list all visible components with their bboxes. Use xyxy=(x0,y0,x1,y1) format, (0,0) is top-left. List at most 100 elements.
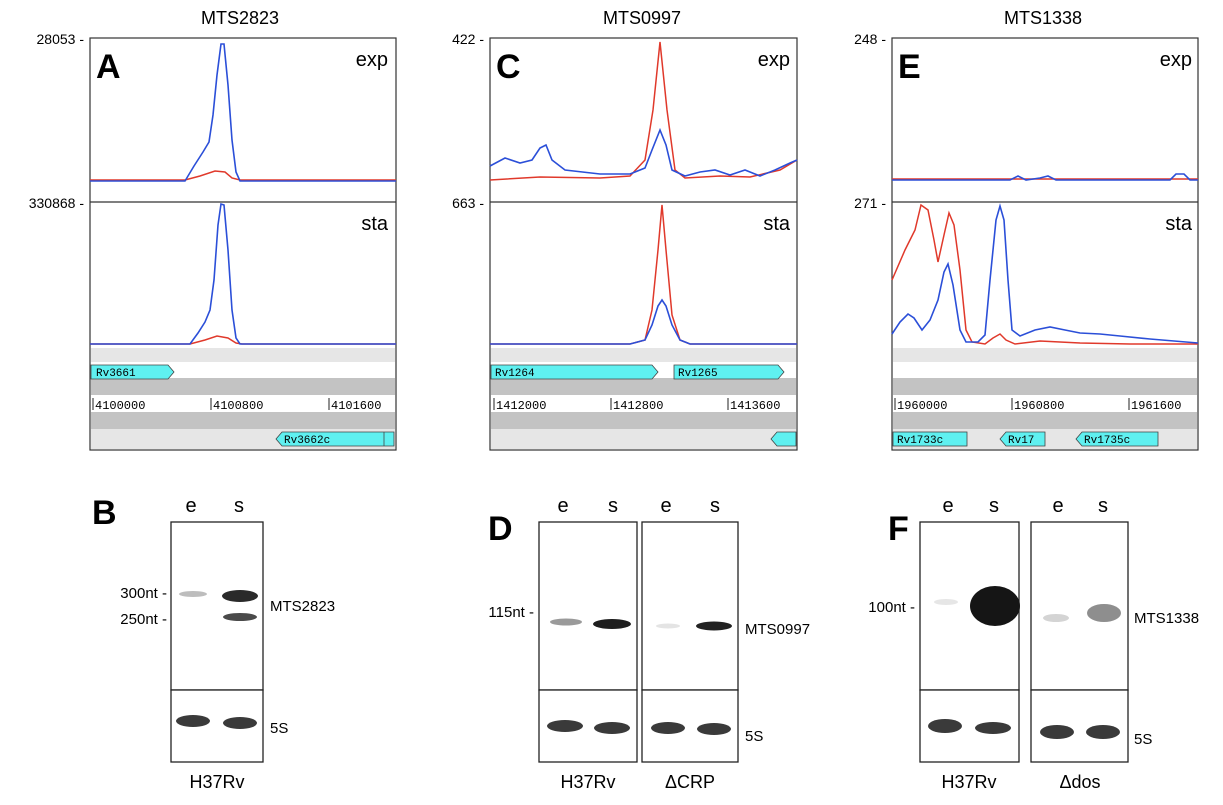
panel-a-ruler-tick-3: 4101600 xyxy=(331,399,381,413)
svg-text:Rv1733c: Rv1733c xyxy=(897,435,943,447)
blot-b-strain: H37Rv xyxy=(189,772,244,792)
panel-a: MTS2823 28053 - 330868 - A exp sta Rv366… xyxy=(29,8,397,451)
blot-d-5s-label: 5S xyxy=(745,728,763,745)
svg-text:Rv3662c: Rv3662c xyxy=(284,435,330,447)
panel-c-exp-max: 422 - xyxy=(452,31,484,47)
blot-f-letter: F xyxy=(888,510,909,548)
panel-a-letter: A xyxy=(96,48,121,86)
panel-a-exp-label: exp xyxy=(356,49,388,71)
blot-f-band-h37rv-e-5s xyxy=(928,719,962,733)
blot-f-band-h37rv-e xyxy=(934,599,958,605)
blot-b-marker-250: 250nt - xyxy=(120,611,167,628)
panel-e-ruler-tick-3: 1961600 xyxy=(1131,399,1181,413)
panel-a-sta-blue-line xyxy=(90,202,396,345)
blot-b: B e s 300nt - 250nt - MTS2823 5S H37Rv xyxy=(92,494,335,792)
panel-c-title: MTS0997 xyxy=(603,8,681,28)
blot-d-band-crp-e xyxy=(656,623,680,629)
blot-d-strain-1: H37Rv xyxy=(560,772,615,792)
panel-a-track-light-1 xyxy=(91,348,395,362)
panel-e-exp-max: 248 - xyxy=(854,31,886,47)
blot-f-marker-100: 100nt - xyxy=(868,599,915,616)
blot-f-strain-2: Δdos xyxy=(1059,772,1100,792)
blot-b-band-s-300 xyxy=(222,590,258,602)
panel-c-exp-label: exp xyxy=(758,49,790,71)
blot-d-h37rv-main-frame xyxy=(538,521,638,691)
blot-d-marker-115: 115nt - xyxy=(488,604,534,621)
panel-a-track-ruler xyxy=(91,395,395,412)
panel-c-exp-blue-line xyxy=(489,127,798,177)
panel-c-sta-blue-line xyxy=(490,298,797,345)
blot-d-crp-main-frame xyxy=(641,521,739,691)
blot-f-lane-3: e xyxy=(1052,495,1063,517)
blot-d-lane-2: s xyxy=(608,495,618,517)
panel-c-ruler-tick-1: 1412000 xyxy=(496,399,546,413)
panel-e: MTS1338 248 - 271 - E exp sta Rv1733c Rv… xyxy=(854,8,1199,451)
panel-a-gene-rv3661: Rv3661 xyxy=(90,364,175,380)
blot-f-lane-2: s xyxy=(989,495,999,517)
panel-c-exp-red-line xyxy=(489,41,798,181)
panel-c-sta-label: sta xyxy=(763,213,791,235)
panel-a-ruler-tick-1: 4100000 xyxy=(95,399,145,413)
blot-f-band-dos-e xyxy=(1043,614,1069,622)
blot-d-band-h37rv-e-5s xyxy=(547,720,583,732)
blot-f-lane-4: s xyxy=(1098,495,1108,517)
panel-e-track-dark-2 xyxy=(893,412,1197,429)
panel-e-letter: E xyxy=(898,48,921,86)
svg-text:Rv3661: Rv3661 xyxy=(96,368,136,380)
panel-e-gene-rv17: Rv17 xyxy=(999,431,1046,447)
svg-text:Rv1735c: Rv1735c xyxy=(1084,435,1130,447)
panel-a-exp-max: 28053 - xyxy=(37,31,85,47)
panel-c-gene-rv1264: Rv1264 xyxy=(490,364,659,380)
blot-f-rna-label: MTS1338 xyxy=(1134,610,1199,627)
blot-b-rna-label: MTS2823 xyxy=(270,598,335,615)
blot-b-band-e-5s xyxy=(176,715,210,727)
panel-e-sta-red-line xyxy=(891,203,1198,345)
blot-d-band-crp-s-5s xyxy=(697,723,731,735)
panel-c-track-light-1 xyxy=(491,348,796,362)
panel-e-sta-label: sta xyxy=(1165,213,1193,235)
blot-d-band-h37rv-e xyxy=(550,618,582,626)
svg-text:Rv1265: Rv1265 xyxy=(678,368,718,380)
panel-e-track-white-1 xyxy=(893,362,1197,378)
svg-text:Rv1264: Rv1264 xyxy=(495,368,535,380)
svg-text:Rv17: Rv17 xyxy=(1008,435,1034,447)
blot-b-band-s-5s xyxy=(223,717,257,729)
panel-e-sta-blue-line xyxy=(891,203,1199,344)
panel-a-sta-label: sta xyxy=(361,213,389,235)
panel-e-gene-rv1733c: Rv1733c xyxy=(892,431,968,447)
blot-b-letter: B xyxy=(92,494,117,532)
blot-f-dos-5s-frame xyxy=(1030,689,1129,763)
panel-c-gene-bottom-partial xyxy=(770,431,797,447)
panel-e-track-dark-1 xyxy=(893,378,1197,395)
blot-d-lane-1: e xyxy=(557,495,568,517)
panel-e-exp-blue-line xyxy=(892,173,1198,181)
panel-c-gene-rv1265: Rv1265 xyxy=(673,364,785,380)
panel-a-sta-max: 330868 - xyxy=(29,195,85,211)
blot-f-band-dos-s-5s xyxy=(1086,725,1120,739)
panel-e-ruler-tick-2: 1960800 xyxy=(1014,399,1064,413)
panel-a-track-dark-2 xyxy=(91,412,395,429)
panel-c-sta-max: 663 - xyxy=(452,195,484,211)
blot-d-band-crp-s xyxy=(696,621,732,631)
panel-a-title: MTS2823 xyxy=(201,8,279,28)
blot-f: F e s e s 100nt - MTS1338 5S H37Rv Δdos xyxy=(868,495,1199,792)
blot-b-band-e-300 xyxy=(179,591,207,597)
panel-c-track-ruler xyxy=(491,395,796,412)
panel-c-letter: C xyxy=(496,48,521,86)
blot-d-strain-2: ΔCRP xyxy=(665,772,715,792)
panel-e-sta-max: 271 - xyxy=(854,195,886,211)
panel-c-ruler-tick-3: 1413600 xyxy=(730,399,780,413)
blot-b-band-s-250 xyxy=(223,613,257,621)
panel-e-gene-rv1735c: Rv1735c xyxy=(1075,431,1159,447)
panel-e-track-ruler xyxy=(893,395,1197,412)
blot-d-lane-4: s xyxy=(710,495,720,517)
blot-d-letter: D xyxy=(488,510,513,548)
blot-f-lane-1: e xyxy=(942,495,953,517)
panel-a-track-dark-1 xyxy=(91,378,395,395)
panel-c-ruler-tick-2: 1412800 xyxy=(613,399,663,413)
blot-b-lane-2: s xyxy=(234,495,244,517)
blot-b-main-frame xyxy=(170,521,264,691)
panel-c: MTS0997 422 - 663 - C exp sta Rv1264 Rv1… xyxy=(452,8,798,451)
blot-d-lane-3: e xyxy=(660,495,671,517)
panel-a-gene-rv3662c: Rv3662c xyxy=(275,431,395,447)
